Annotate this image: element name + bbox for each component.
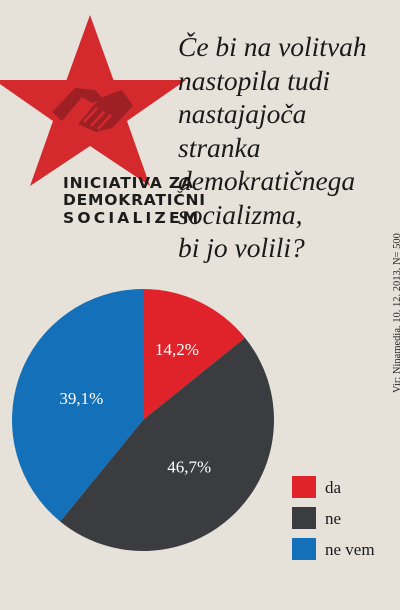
- pie-slice-da: [143, 289, 245, 420]
- logo-text-line: SOCIALIZEM: [63, 209, 202, 227]
- question-line: nastopila tudi: [178, 64, 331, 96]
- slice-value-label: 46,7%: [167, 457, 211, 476]
- legend-swatch: [292, 538, 316, 560]
- legend-label: da: [325, 478, 342, 497]
- legend-label: ne: [325, 509, 342, 528]
- legend-swatch: [292, 507, 316, 529]
- question-line: Če bi na volitvah: [178, 31, 367, 62]
- legend-label: ne vem: [325, 540, 375, 559]
- slice-value-label: 39,1%: [59, 389, 103, 408]
- pie-chart: 14,2% 46,7% 39,1%: [12, 289, 274, 551]
- legend-swatch: [292, 476, 316, 498]
- handshake-icon: [52, 88, 133, 132]
- logo-text-line: DEMOKRATIČNI: [63, 191, 206, 209]
- logo-text-line: INICIATIVA ZA: [63, 174, 194, 192]
- pie-slice-ne-vem: [12, 289, 144, 522]
- pie-slice-ne: [60, 337, 274, 551]
- source-note: Vir: Ninamedia, 10. 12. 2013, N= 500: [392, 233, 400, 393]
- question-line: nastajajoča: [178, 98, 307, 129]
- question-line: demokratičnega: [178, 165, 356, 196]
- logo-star: [0, 15, 186, 186]
- question-line: socializma,: [178, 198, 303, 230]
- question-line: stranka: [178, 131, 261, 163]
- slice-value-label: 14,2%: [155, 340, 199, 359]
- survey-question: Če bi na volitvah nastopila tudi nastaja…: [178, 30, 393, 265]
- question-line: bi jo volili?: [178, 232, 305, 263]
